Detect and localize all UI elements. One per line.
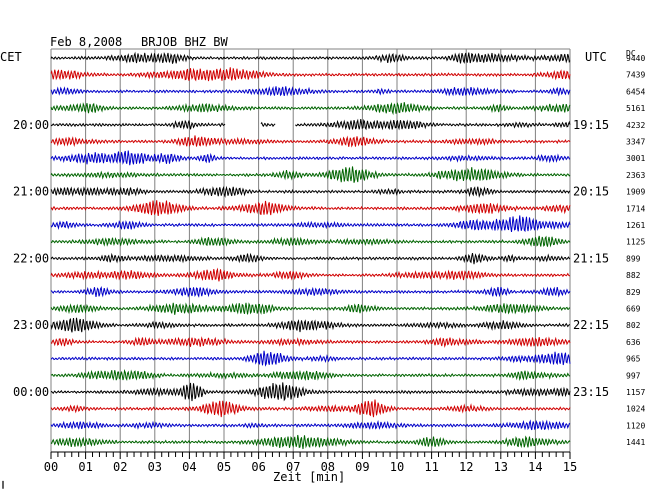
seismic-trace xyxy=(50,368,571,382)
x-tick-label: 06 xyxy=(251,460,265,474)
x-tick-labels: 00 01 02 03 04 05 06 07 08 09 10 11 12 13 14 15 xyxy=(44,460,577,474)
cet-hour-label: 22:00 xyxy=(13,251,49,265)
dc-offset-value: 1261 xyxy=(626,221,645,230)
x-tick-label: 01 xyxy=(78,460,92,474)
x-tick-label: 15 xyxy=(563,460,577,474)
dc-offset-value: 1125 xyxy=(626,238,645,247)
x-tick-label: 00 xyxy=(44,460,58,474)
dc-offset-value: 3001 xyxy=(626,154,645,163)
seismic-trace xyxy=(50,317,571,333)
dc-offset-value: 1714 xyxy=(626,204,645,213)
dc-offset-value: 5161 xyxy=(626,104,645,113)
dc-offset-value: 899 xyxy=(626,254,641,263)
seismic-trace xyxy=(50,185,571,199)
dc-offset-value: 1441 xyxy=(626,438,645,447)
cet-hour-label: 23:00 xyxy=(13,318,49,332)
plot-grid xyxy=(50,48,571,453)
dc-offset-value: 636 xyxy=(626,338,641,347)
x-tick-label: 04 xyxy=(182,460,196,474)
x-tick-label: 08 xyxy=(321,460,335,474)
seismic-trace xyxy=(50,252,571,265)
dc-offset-value: 7439 xyxy=(626,71,645,80)
utc-hour-label: 20:15 xyxy=(573,185,609,199)
seismic-trace xyxy=(50,382,571,402)
dc-offset-value: 1120 xyxy=(626,421,645,430)
seismic-trace xyxy=(50,419,571,431)
x-axis-label: Zeit [min] xyxy=(273,470,345,484)
dc-offset-value: 4232 xyxy=(626,121,645,130)
dc-offset-value: 2363 xyxy=(626,171,645,180)
utc-time-labels: 19:15 20:15 21:15 22:15 23:15 xyxy=(573,118,609,399)
seismic-trace xyxy=(50,302,571,315)
x-tick-label: 14 xyxy=(528,460,542,474)
seismic-trace xyxy=(50,166,571,183)
cet-hour-label: 20:00 xyxy=(13,118,49,132)
x-tick-label: 05 xyxy=(217,460,231,474)
dc-offset-value: 882 xyxy=(626,271,641,280)
utc-hour-label: 22:15 xyxy=(573,318,609,332)
seismic-trace xyxy=(50,285,571,298)
dc-header-label: DC xyxy=(626,49,636,58)
utc-hour-label: 23:15 xyxy=(573,385,609,399)
cet-time-labels: 20:00 21:00 22:00 23:00 00:00 xyxy=(13,118,49,399)
utc-hour-label: 21:15 xyxy=(573,251,609,265)
dc-offset-value: 802 xyxy=(626,321,641,330)
x-tick-label: 02 xyxy=(113,460,127,474)
cet-hour-label: 21:00 xyxy=(13,185,49,199)
seismic-trace xyxy=(50,101,571,116)
header-station: BRJOB BHZ BW xyxy=(141,35,228,49)
x-axis-ticks xyxy=(50,452,571,459)
dc-offset-value: 1909 xyxy=(626,188,645,197)
seismic-trace xyxy=(50,235,571,248)
cet-hour-label: 00:00 xyxy=(13,385,49,399)
seismic-trace xyxy=(50,434,571,450)
x-tick-label: 11 xyxy=(424,460,438,474)
x-tick-label: 12 xyxy=(459,460,473,474)
x-tick-label: 09 xyxy=(355,460,369,474)
seismic-trace xyxy=(50,200,571,216)
seismic-trace xyxy=(50,267,570,282)
x-tick-label: 03 xyxy=(148,460,162,474)
seismic-traces xyxy=(50,51,571,450)
header-date: Feb 8,2008 xyxy=(50,35,122,49)
left-timezone-label: CET xyxy=(0,50,22,64)
seismic-trace xyxy=(50,215,571,233)
right-timezone-label: UTC xyxy=(585,50,607,64)
utc-hour-label: 19:15 xyxy=(573,118,609,132)
x-tick-label: 13 xyxy=(494,460,508,474)
dc-offset-value: 1024 xyxy=(626,405,645,414)
dc-offset-value: 3347 xyxy=(626,138,645,147)
seismic-trace xyxy=(50,51,571,64)
dc-offset-value: 997 xyxy=(626,371,641,380)
seismic-trace xyxy=(50,85,571,97)
x-tick-label: 10 xyxy=(390,460,404,474)
dc-offset-value: 9440 xyxy=(626,54,645,63)
dc-offset-value: 829 xyxy=(626,288,641,297)
seismic-trace xyxy=(50,67,571,82)
dc-offset-value: 669 xyxy=(626,305,641,314)
seismic-trace xyxy=(50,350,571,367)
dc-offset-value: 1157 xyxy=(626,388,645,397)
seismic-trace xyxy=(50,135,571,148)
dc-offset-value: 965 xyxy=(626,355,641,364)
seismic-trace xyxy=(50,150,571,166)
seismic-trace xyxy=(50,399,571,418)
corner-mark: ∥ xyxy=(1,480,5,489)
dc-offset-value: 6454 xyxy=(626,87,645,96)
seismic-trace xyxy=(50,336,571,349)
dc-offset-labels: 9440 7439 6454 5161 4232 3347 3001 2363 1909 1714… xyxy=(626,54,645,447)
seismic-trace xyxy=(50,118,571,131)
x-tick-label: 07 xyxy=(286,460,300,474)
